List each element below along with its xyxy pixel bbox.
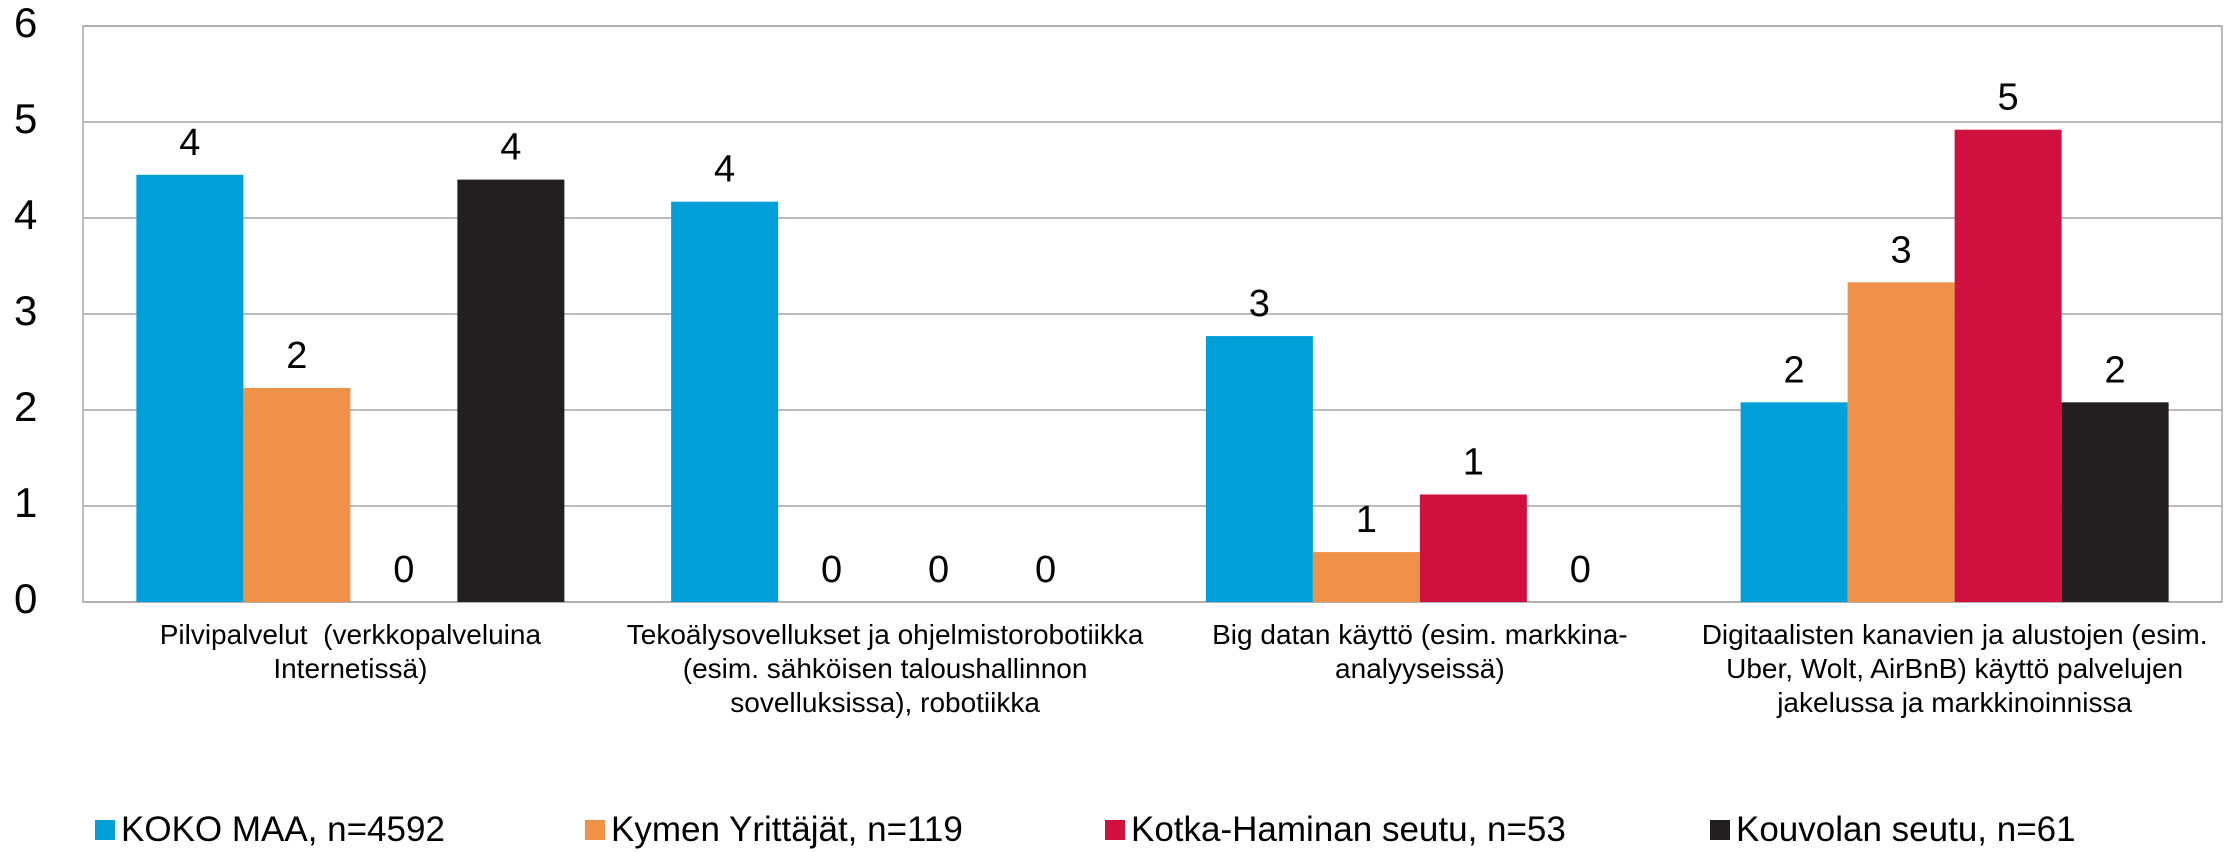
value-label: 1: [1463, 442, 1484, 484]
x-tick-label: Tekoälysovellukset ja ohjelmistorobotiik…: [626, 619, 1152, 718]
value-label: 2: [2105, 349, 2126, 391]
bar: [1847, 282, 1955, 602]
value-label: 0: [821, 549, 842, 591]
legend-item: Kotka-Haminan seutu, n=53: [1105, 810, 1710, 850]
value-label: 5: [1998, 77, 2019, 119]
value-label: 0: [928, 549, 949, 591]
legend-swatch: [1710, 820, 1730, 840]
y-tick-label: 2: [14, 383, 37, 430]
legend-swatch: [585, 820, 605, 840]
bar: [1740, 402, 1848, 602]
y-tick-label: 5: [14, 95, 37, 142]
bar: [1419, 494, 1527, 602]
value-label: 2: [1784, 349, 1805, 391]
bar: [671, 201, 779, 602]
legend-item: KOKO MAA, n=4592: [95, 810, 585, 850]
legend-label: Kymen Yrittäjät, n=119: [611, 810, 963, 849]
legend-label: KOKO MAA, n=4592: [121, 810, 445, 849]
x-tick-label: Big datan käyttö (esim. markkina-analyys…: [1212, 619, 1628, 684]
x-tick-label: Digitaalisten kanavien ja alustojen (esi…: [1701, 619, 2216, 718]
y-tick-label: 6: [14, 0, 37, 46]
legend-item: Kymen Yrittäjät, n=119: [585, 810, 1105, 850]
value-label: 4: [500, 127, 521, 169]
value-label: 0: [1570, 549, 1591, 591]
legend-item: Kouvolan seutu, n=61: [1710, 810, 2110, 850]
value-label: 3: [1249, 283, 1270, 325]
value-label: 1: [1356, 499, 1377, 541]
bar: [1312, 552, 1420, 602]
y-tick-label: 0: [14, 575, 37, 622]
bar: [1205, 336, 1313, 602]
value-label: 0: [1035, 549, 1056, 591]
y-tick-label: 3: [14, 287, 37, 334]
bar: [2061, 402, 2169, 602]
x-tick-label: Pilvipalvelut (verkkopalveluina Internet…: [159, 619, 549, 684]
y-tick-label: 4: [14, 191, 37, 238]
legend-label: Kouvolan seutu, n=61: [1736, 810, 2076, 849]
legend-label: Kotka-Haminan seutu, n=53: [1131, 810, 1566, 849]
bar: [136, 174, 244, 603]
bar: [243, 387, 351, 602]
bar: [457, 179, 565, 602]
value-label: 4: [714, 149, 735, 191]
legend-swatch: [1105, 820, 1125, 840]
value-label: 0: [393, 549, 414, 591]
bar: [1954, 129, 2062, 602]
plot-border: [82, 25, 2223, 603]
value-label: 3: [1891, 229, 1912, 271]
value-label: 4: [179, 122, 200, 164]
legend: KOKO MAA, n=4592 Kymen Yrittäjät, n=119 Ko…: [95, 810, 2110, 850]
value-label: 2: [286, 335, 307, 377]
legend-swatch: [95, 820, 115, 840]
y-tick-label: 1: [14, 479, 37, 526]
